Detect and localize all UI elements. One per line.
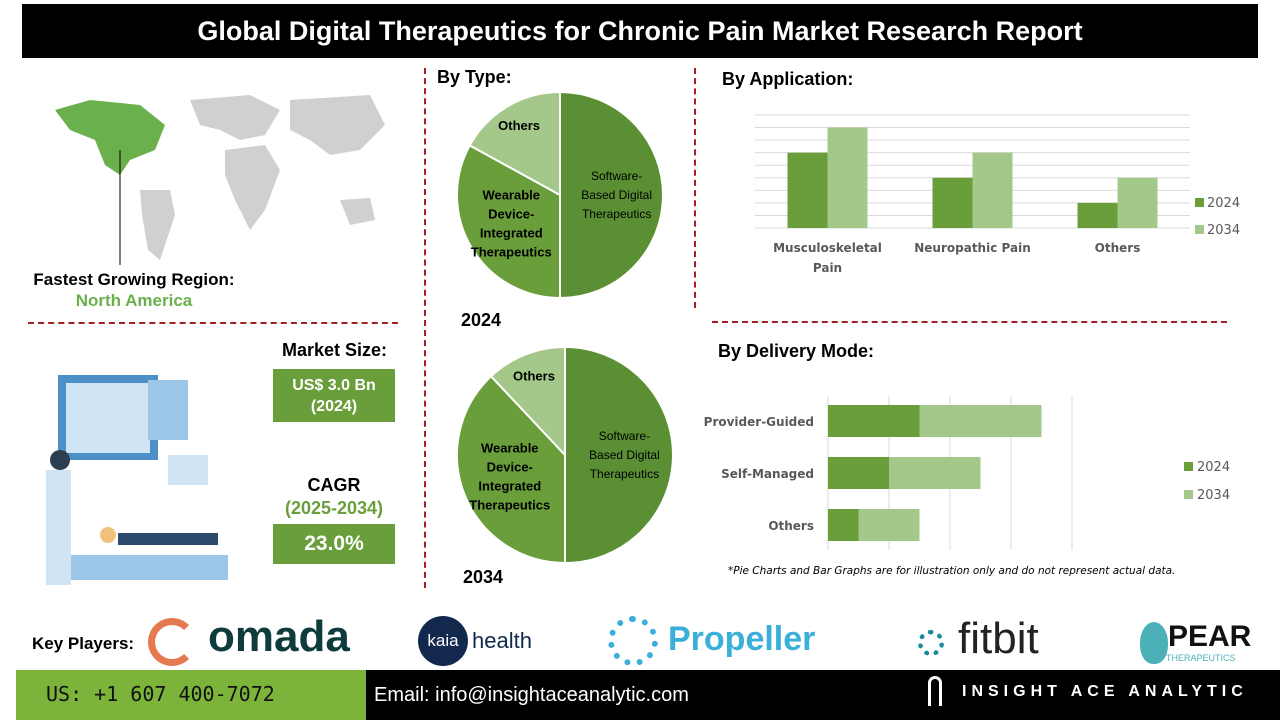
market-size-value: US$ 3.0 Bn (2024)	[273, 369, 395, 422]
bar-2034	[1117, 177, 1158, 228]
by-type-heading: By Type:	[437, 67, 512, 87]
legend-label: 2034	[1207, 223, 1240, 238]
category-label: Provider-Guided	[704, 415, 814, 429]
region-value: North America	[75, 291, 193, 310]
legend-label: 2034	[1197, 488, 1230, 503]
pie-slice-label: Others	[513, 369, 555, 384]
pear-sub: THERAPEUTICS	[1166, 653, 1236, 663]
category-label: Neuropathic Pain	[914, 241, 1030, 255]
fitbit-logo-icon	[918, 630, 944, 656]
pie-slice	[489, 345, 566, 458]
medical-illustration	[46, 375, 228, 585]
bar-2024	[1077, 202, 1118, 228]
legend-swatch	[1184, 490, 1193, 499]
pie-slice-label: Others	[498, 118, 540, 133]
north-america-region	[55, 100, 165, 175]
divider	[424, 68, 426, 588]
divider	[28, 322, 398, 324]
brand-name: INSIGHT ACE ANALYTIC	[962, 683, 1248, 700]
category-label: Pain	[813, 261, 842, 275]
bar-2024	[828, 457, 889, 489]
omada-logo-icon	[148, 618, 196, 666]
bar-2024	[932, 177, 973, 228]
cagr-label: CAGR	[307, 475, 361, 495]
bar-2034	[889, 457, 981, 489]
pie-slice	[468, 90, 561, 197]
market-size-amount: US$ 3.0 Bn	[292, 377, 376, 394]
pie-chart-2024: Software-Based Digital Therapeutics Wearab…	[456, 90, 664, 300]
legend-swatch	[1195, 198, 1204, 207]
divider	[712, 321, 1227, 323]
market-size-label: Market Size:	[282, 340, 388, 360]
category-label: Others	[768, 519, 814, 533]
pie-2024-year: 2024	[461, 310, 502, 330]
key-players-label: Key Players:	[32, 634, 135, 653]
by-delivery-heading: By Delivery Mode:	[718, 341, 875, 361]
email-link[interactable]: Email: info@insightaceanalytic.com	[374, 684, 689, 706]
disclaimer-note: *Pie Charts and Bar Graphs are for illus…	[728, 565, 1176, 577]
legend-swatch	[1184, 462, 1193, 471]
kaia-health-text: health	[472, 628, 532, 653]
bar-2034	[827, 127, 868, 228]
delivery-bar-chart: Provider-Guided Self-Managed Others 2024 203…	[704, 396, 1230, 550]
pie-slice-label: Wearable Device-Integrated Therapeutics	[471, 187, 552, 259]
pie-2034-year: 2034	[463, 567, 504, 587]
pie-slice	[564, 345, 674, 565]
pie-slice	[456, 374, 566, 565]
propeller-logo: Propeller	[668, 620, 816, 658]
market-size-year: (2024)	[310, 398, 358, 415]
world-map	[55, 95, 385, 265]
pie-slice	[456, 144, 561, 300]
pie-chart-2034: Software-Based Digital Therapeutics Wearab…	[456, 345, 674, 565]
cagr-period: (2025-2034)	[284, 498, 384, 518]
legend-swatch	[1195, 225, 1204, 234]
pie-slice-label: Wearable Device-Integrated Therapeutics	[469, 440, 550, 512]
bar-2024	[828, 405, 920, 437]
pie-slice-label: Software-Based Digital Therapeutics	[581, 169, 652, 221]
bar-2034	[858, 509, 920, 541]
kaia-logo: kaia	[418, 616, 468, 666]
by-application-heading: By Application:	[722, 69, 854, 89]
bar-2034	[972, 152, 1013, 228]
pear-logo-icon	[1140, 622, 1168, 664]
page-title: Global Digital Therapeutics for Chronic …	[22, 4, 1258, 58]
pear-logo: PEAR	[1168, 620, 1252, 653]
propeller-logo-icon	[608, 616, 658, 666]
application-bar-chart: Musculoskeletal Pain Neuropathic Pain Other…	[755, 114, 1240, 275]
region-label: Fastest Growing Region:	[33, 270, 235, 289]
pie-slice-label: Software-Based Digital Therapeutics	[589, 429, 660, 481]
divider	[694, 68, 696, 308]
insight-ace-logo-icon	[928, 676, 942, 706]
category-label: Musculoskeletal	[773, 241, 882, 255]
omada-logo: omada	[208, 612, 350, 661]
fitbit-logo: fitbit	[958, 614, 1039, 663]
category-label: Others	[1095, 241, 1141, 255]
legend-label: 2024	[1197, 460, 1230, 475]
bar-2024	[828, 509, 859, 541]
phone-number[interactable]: US: +1 607 400-7072	[16, 670, 366, 720]
legend-label: 2024	[1207, 196, 1240, 211]
cagr-value: 23.0%	[273, 524, 395, 564]
category-label: Self-Managed	[721, 467, 814, 481]
pie-slice	[559, 90, 664, 300]
bar-2034	[919, 405, 1042, 437]
bar-2024	[787, 152, 828, 228]
